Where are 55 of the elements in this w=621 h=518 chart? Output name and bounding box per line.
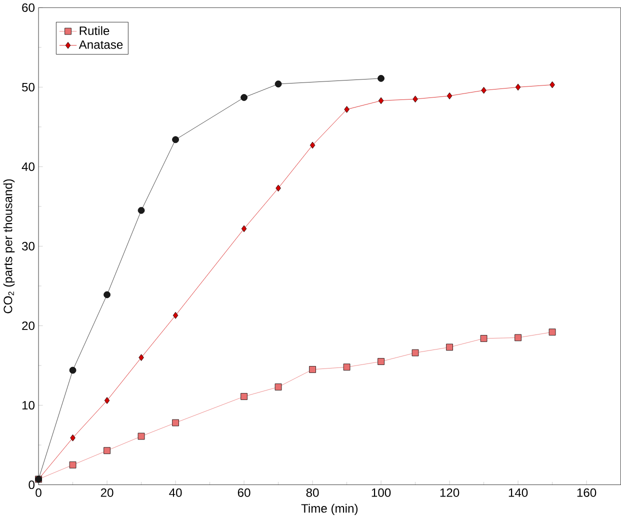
x-tick-label: 0 xyxy=(36,488,42,497)
point xyxy=(69,461,76,468)
x-tick-label: 100 xyxy=(372,488,391,497)
point xyxy=(550,81,555,88)
point xyxy=(481,86,486,94)
x-tick-label: 20 xyxy=(100,488,114,497)
point xyxy=(69,366,76,374)
point xyxy=(104,291,110,298)
point xyxy=(480,334,488,342)
point xyxy=(104,396,110,404)
point xyxy=(70,434,76,442)
y-tick-label: 10 xyxy=(22,400,35,410)
y-axis-title: CO$_{2}$ (parts per thousand) xyxy=(3,179,15,314)
point xyxy=(309,366,316,373)
point xyxy=(274,383,282,390)
point xyxy=(412,349,419,356)
point xyxy=(274,80,282,88)
legend-label: Rutile xyxy=(80,26,110,35)
point xyxy=(138,206,145,214)
point xyxy=(241,225,247,232)
x-tick-label: 40 xyxy=(169,488,182,497)
x-tick-label: 120 xyxy=(440,488,460,497)
y-tick-label: 50 xyxy=(22,82,35,92)
point xyxy=(276,184,281,192)
point xyxy=(514,334,522,341)
y-tick-label: 40 xyxy=(22,162,35,171)
point xyxy=(548,328,556,336)
point xyxy=(310,142,316,148)
point xyxy=(172,312,178,319)
point xyxy=(378,74,384,82)
y-tick-label: 60 xyxy=(22,3,35,12)
legend-label: Anatase xyxy=(78,40,123,49)
point xyxy=(343,363,350,370)
y-tick-label: 30 xyxy=(22,242,35,250)
point xyxy=(172,136,179,143)
point xyxy=(378,358,384,365)
x-tick-label: 60 xyxy=(238,488,250,497)
point xyxy=(412,95,418,102)
point xyxy=(172,419,179,426)
point xyxy=(138,432,145,440)
x-tick-label: 140 xyxy=(508,488,528,497)
point xyxy=(378,97,384,104)
x-axis-title: Time (min) xyxy=(301,504,358,515)
point xyxy=(138,354,144,361)
point xyxy=(344,106,350,113)
x-tick-label: 160 xyxy=(577,488,596,497)
x-tick-label: 80 xyxy=(306,488,319,497)
point xyxy=(240,392,248,400)
point xyxy=(104,446,110,454)
point xyxy=(446,344,453,350)
y-tick-label: 0 xyxy=(28,480,35,489)
point xyxy=(446,92,452,100)
y-tick-label: 20 xyxy=(22,321,35,330)
point xyxy=(240,94,248,101)
point xyxy=(515,84,521,90)
